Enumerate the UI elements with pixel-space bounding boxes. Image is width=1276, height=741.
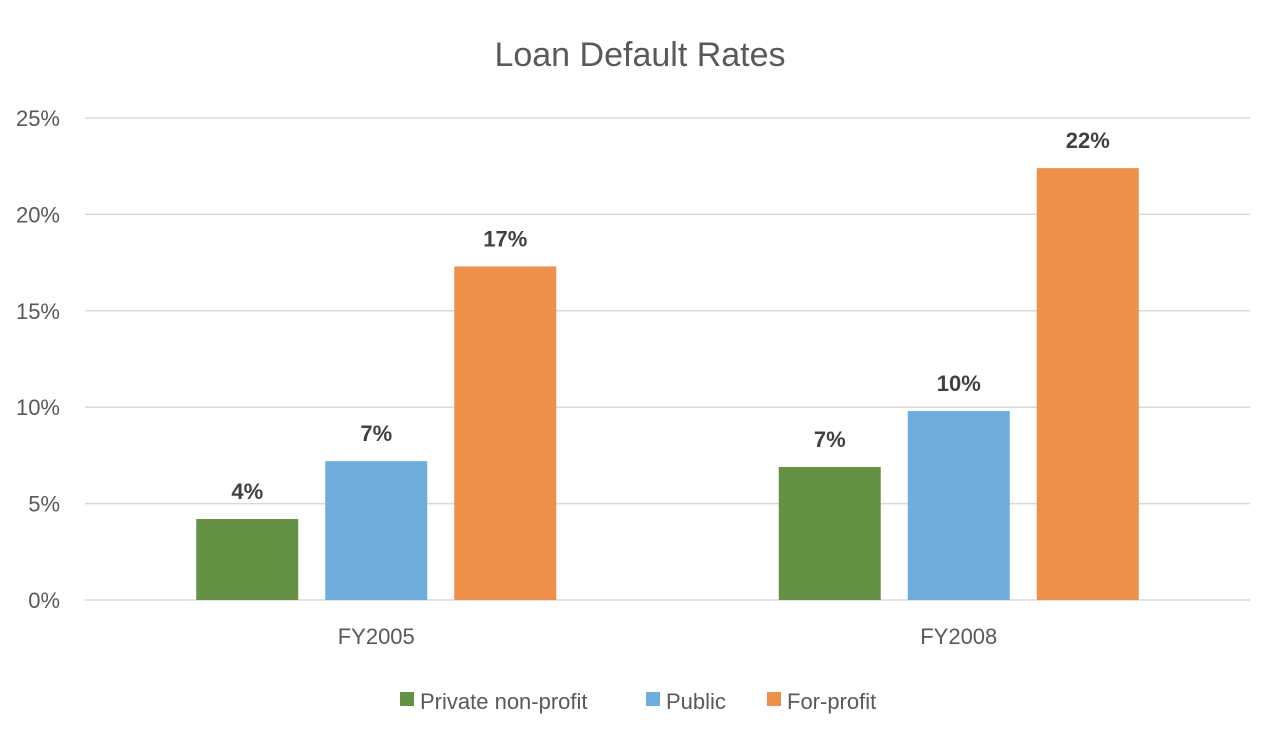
y-tick-label: 0% — [28, 588, 60, 613]
bar — [778, 466, 881, 600]
bar — [196, 519, 299, 600]
y-tick-label: 10% — [16, 395, 60, 420]
y-tick-label: 20% — [16, 202, 60, 227]
bar — [454, 266, 557, 600]
data-label: 7% — [360, 421, 392, 446]
legend: Private non-profit Public For-profit — [400, 689, 876, 714]
y-tick-label: 15% — [16, 299, 60, 324]
data-label: 4% — [231, 479, 263, 504]
chart-title: Loan Default Rates — [494, 36, 785, 74]
data-labels: 4% 7% 17% 7% 10% 22% — [231, 128, 1109, 504]
data-label: 17% — [483, 226, 527, 251]
legend-swatch — [646, 692, 660, 706]
x-axis-category-labels: FY2005 FY2008 — [338, 624, 998, 649]
bar — [1036, 168, 1139, 601]
y-tick-label: 5% — [28, 492, 60, 517]
data-label: 10% — [937, 371, 981, 396]
x-category-label: FY2005 — [338, 624, 415, 649]
legend-label: For-profit — [787, 689, 876, 714]
y-tick-label: 25% — [16, 106, 60, 131]
legend-swatch — [400, 692, 414, 706]
data-label: 22% — [1066, 128, 1110, 153]
legend-label: Private non-profit — [420, 689, 588, 714]
bar — [907, 411, 1010, 600]
bars — [196, 168, 1139, 601]
legend-label: Public — [666, 689, 726, 714]
y-axis-tick-labels: 0% 5% 10% 15% 20% 25% — [16, 106, 60, 613]
bar — [325, 461, 428, 600]
legend-swatch — [767, 692, 781, 706]
data-label: 7% — [814, 427, 846, 452]
x-category-label: FY2008 — [920, 624, 997, 649]
